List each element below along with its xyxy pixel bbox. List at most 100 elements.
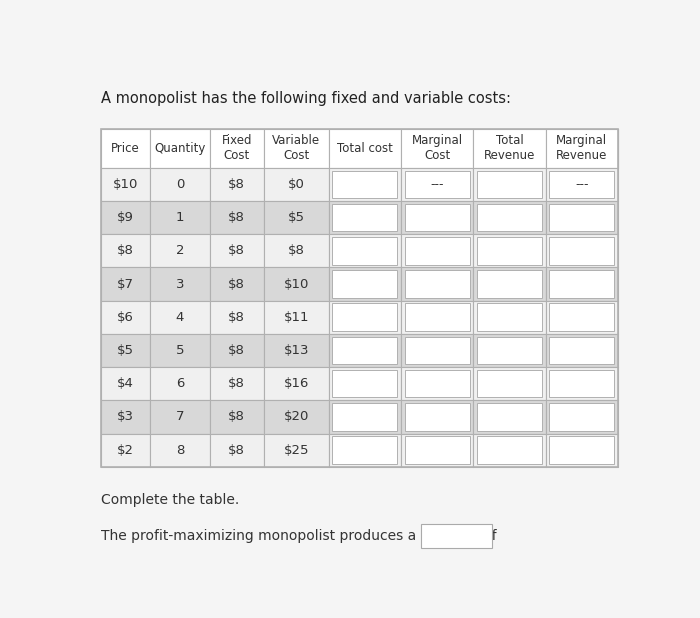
Bar bbox=[209, 201, 264, 234]
Text: A monopolist has the following fixed and variable costs:: A monopolist has the following fixed and… bbox=[101, 91, 511, 106]
Bar bbox=[328, 234, 401, 268]
Bar bbox=[264, 334, 328, 367]
Bar bbox=[405, 204, 470, 231]
Bar bbox=[546, 334, 618, 367]
Bar bbox=[473, 300, 546, 334]
Bar bbox=[332, 204, 397, 231]
Bar bbox=[546, 400, 618, 433]
Bar bbox=[477, 403, 542, 431]
Bar bbox=[264, 400, 328, 433]
Bar bbox=[546, 433, 618, 467]
Bar bbox=[328, 400, 401, 433]
Bar bbox=[332, 370, 397, 397]
Text: $5: $5 bbox=[117, 344, 134, 357]
Bar bbox=[209, 433, 264, 467]
Bar bbox=[328, 167, 401, 201]
Bar bbox=[264, 234, 328, 268]
Text: ---: --- bbox=[430, 178, 444, 191]
Bar bbox=[150, 367, 209, 400]
Bar bbox=[477, 370, 542, 397]
Bar bbox=[101, 167, 150, 201]
Text: 2: 2 bbox=[176, 244, 184, 257]
Bar bbox=[546, 367, 618, 400]
Bar bbox=[473, 129, 546, 167]
Text: $10: $10 bbox=[113, 178, 139, 191]
Bar bbox=[264, 167, 328, 201]
Bar bbox=[150, 334, 209, 367]
Text: 3: 3 bbox=[176, 277, 184, 290]
Bar bbox=[405, 403, 470, 431]
Bar bbox=[101, 300, 150, 334]
Bar bbox=[405, 270, 470, 298]
Text: Marginal
Cost: Marginal Cost bbox=[412, 134, 463, 163]
Text: 8: 8 bbox=[176, 444, 184, 457]
Bar bbox=[101, 129, 618, 467]
Bar bbox=[332, 270, 397, 298]
Bar bbox=[473, 367, 546, 400]
Text: $8: $8 bbox=[228, 277, 245, 290]
Bar bbox=[209, 268, 264, 300]
Text: Fixed
Cost: Fixed Cost bbox=[221, 134, 252, 163]
Bar bbox=[209, 367, 264, 400]
Text: $11: $11 bbox=[284, 311, 309, 324]
Bar bbox=[550, 403, 615, 431]
Bar bbox=[546, 201, 618, 234]
Bar bbox=[264, 129, 328, 167]
Text: $8: $8 bbox=[228, 211, 245, 224]
Bar bbox=[150, 201, 209, 234]
Bar bbox=[209, 334, 264, 367]
Text: Total cost: Total cost bbox=[337, 142, 393, 155]
Bar bbox=[264, 300, 328, 334]
Bar bbox=[401, 129, 473, 167]
Bar bbox=[401, 234, 473, 268]
Text: ---: --- bbox=[575, 178, 589, 191]
Text: $3: $3 bbox=[117, 410, 134, 423]
Bar bbox=[401, 300, 473, 334]
Text: Marginal
Revenue: Marginal Revenue bbox=[556, 134, 608, 163]
Bar bbox=[150, 129, 209, 167]
Bar bbox=[477, 303, 542, 331]
Text: $2: $2 bbox=[117, 444, 134, 457]
Bar bbox=[550, 237, 615, 265]
Bar bbox=[477, 436, 542, 464]
Bar bbox=[550, 370, 615, 397]
Text: Complete the table.: Complete the table. bbox=[101, 493, 239, 507]
Text: $8: $8 bbox=[228, 344, 245, 357]
Bar bbox=[209, 129, 264, 167]
Bar bbox=[264, 268, 328, 300]
Text: Total
Revenue: Total Revenue bbox=[484, 134, 536, 163]
Bar bbox=[150, 300, 209, 334]
Bar bbox=[328, 367, 401, 400]
Bar bbox=[209, 234, 264, 268]
Bar bbox=[332, 337, 397, 364]
Text: 4: 4 bbox=[176, 311, 184, 324]
Bar bbox=[550, 337, 615, 364]
Text: $16: $16 bbox=[284, 377, 309, 390]
Text: $5: $5 bbox=[288, 211, 304, 224]
Text: $0: $0 bbox=[288, 178, 304, 191]
Text: $25: $25 bbox=[284, 444, 309, 457]
Bar bbox=[401, 334, 473, 367]
Text: 0: 0 bbox=[176, 178, 184, 191]
Text: The profit-maximizing monopolist produces a quantity of: The profit-maximizing monopolist produce… bbox=[101, 528, 497, 543]
Text: $20: $20 bbox=[284, 410, 309, 423]
Bar bbox=[209, 167, 264, 201]
Bar bbox=[550, 303, 615, 331]
Text: $8: $8 bbox=[228, 377, 245, 390]
Bar bbox=[332, 237, 397, 265]
Bar bbox=[101, 400, 150, 433]
Bar bbox=[405, 303, 470, 331]
Bar bbox=[264, 433, 328, 467]
Text: $8: $8 bbox=[228, 244, 245, 257]
Bar bbox=[401, 367, 473, 400]
Bar bbox=[101, 201, 150, 234]
Text: 6: 6 bbox=[176, 377, 184, 390]
Bar bbox=[477, 204, 542, 231]
Bar bbox=[101, 234, 150, 268]
Bar bbox=[473, 400, 546, 433]
Text: $10: $10 bbox=[284, 277, 309, 290]
Text: Price: Price bbox=[111, 142, 140, 155]
Bar bbox=[264, 367, 328, 400]
Bar bbox=[332, 171, 397, 198]
Bar bbox=[477, 337, 542, 364]
